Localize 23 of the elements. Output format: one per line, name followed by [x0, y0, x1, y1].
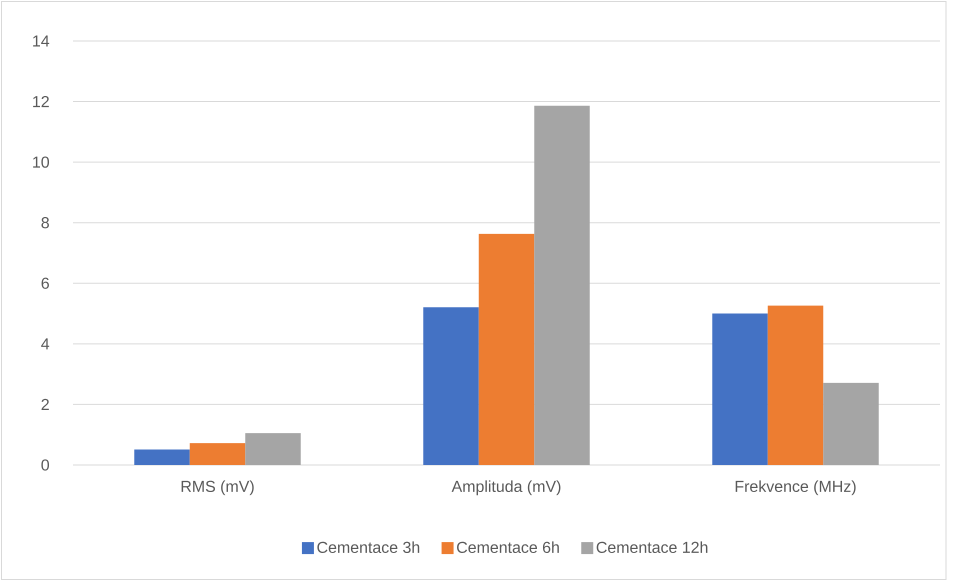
x-tick-label: Frekvence (MHz) [736, 480, 856, 496]
y-tick-label: 4 [41, 338, 50, 350]
legend-label: Cementace 3h [317, 541, 420, 554]
bar [190, 443, 246, 465]
x-tick-label: RMS (mV) [182, 480, 254, 496]
legend-label: Cementace 6h [457, 541, 559, 554]
bar [478, 234, 534, 465]
y-tick-label: 10 [33, 156, 50, 168]
y-tick-label: 8 [41, 217, 49, 228]
y-tick-label: 2 [42, 398, 49, 410]
x-tick-label: Amplituda (mV) [452, 480, 560, 496]
bar [823, 382, 879, 465]
bar [134, 450, 190, 465]
y-tick-label: 14 [33, 36, 50, 46]
y-tick-label: 12 [33, 96, 49, 108]
legend-label: Cementace 12h [596, 541, 708, 554]
bar [534, 106, 590, 465]
y-tick-label: 6 [42, 278, 49, 289]
y-tick-label: 0 [41, 459, 50, 471]
bar [423, 307, 479, 465]
bar [768, 306, 824, 465]
bar [245, 433, 301, 465]
bar [712, 314, 768, 465]
